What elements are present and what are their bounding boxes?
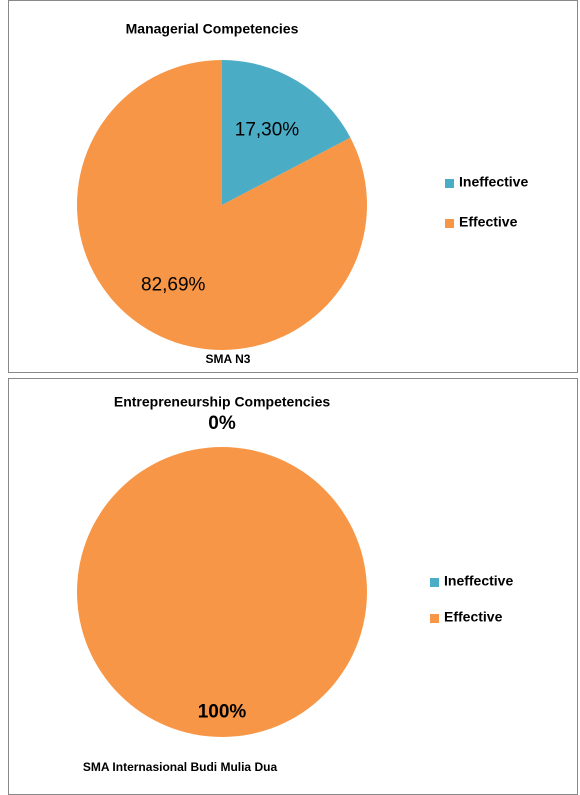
data-label: 100% (198, 701, 247, 722)
data-label: 0% (208, 413, 236, 434)
chart-title: Managerial Competencies (126, 21, 299, 37)
pie-slice (77, 60, 367, 350)
legend-label: Ineffective (444, 573, 513, 589)
legend-swatch (445, 179, 454, 188)
legend-label: Effective (444, 609, 503, 625)
panel-border (8, 0, 578, 373)
pie-slice (77, 447, 367, 737)
legend-swatch (430, 614, 439, 623)
legend-label: Ineffective (459, 174, 528, 190)
legend-swatch (445, 219, 454, 228)
pie-slice (222, 60, 351, 205)
data-label: 82,69% (141, 275, 206, 296)
chart-subtitle: SMA Internasional Budi Mulia Dua (83, 760, 278, 774)
legend-swatch (430, 578, 439, 587)
chart-title: Entrepreneurship Competencies (114, 394, 330, 410)
chart-subtitle: SMA N3 (206, 352, 251, 366)
data-label: 17,30% (235, 120, 300, 141)
legend-label: Effective (459, 214, 518, 230)
